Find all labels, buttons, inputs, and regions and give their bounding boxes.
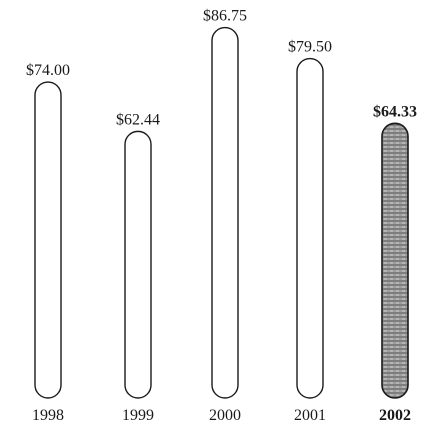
bar-2000 — [211, 26, 239, 399]
category-label-1999: 1999 — [122, 407, 154, 423]
value-label-2001: $79.50 — [288, 39, 332, 56]
bar-2001 — [296, 57, 324, 399]
category-label-2001: 2001 — [294, 407, 326, 423]
category-label-1998: 1998 — [32, 407, 64, 423]
value-label-2000: $86.75 — [203, 8, 247, 25]
category-label-2000: 2000 — [209, 407, 241, 423]
bar-1998 — [34, 81, 62, 399]
value-labels-group: $74.00 $62.44 $86.75 $79.50 $64.33 — [26, 8, 417, 129]
bars-group — [34, 26, 409, 399]
category-label-2002: 2002 — [379, 407, 411, 423]
category-labels-group: 1998 1999 2000 2001 2002 — [32, 407, 411, 423]
value-label-1998: $74.00 — [26, 62, 70, 79]
value-label-1999: $62.44 — [116, 111, 160, 128]
bar-2002 — [381, 122, 409, 399]
bar-1999 — [124, 130, 152, 399]
value-label-2002: $64.33 — [373, 103, 417, 120]
